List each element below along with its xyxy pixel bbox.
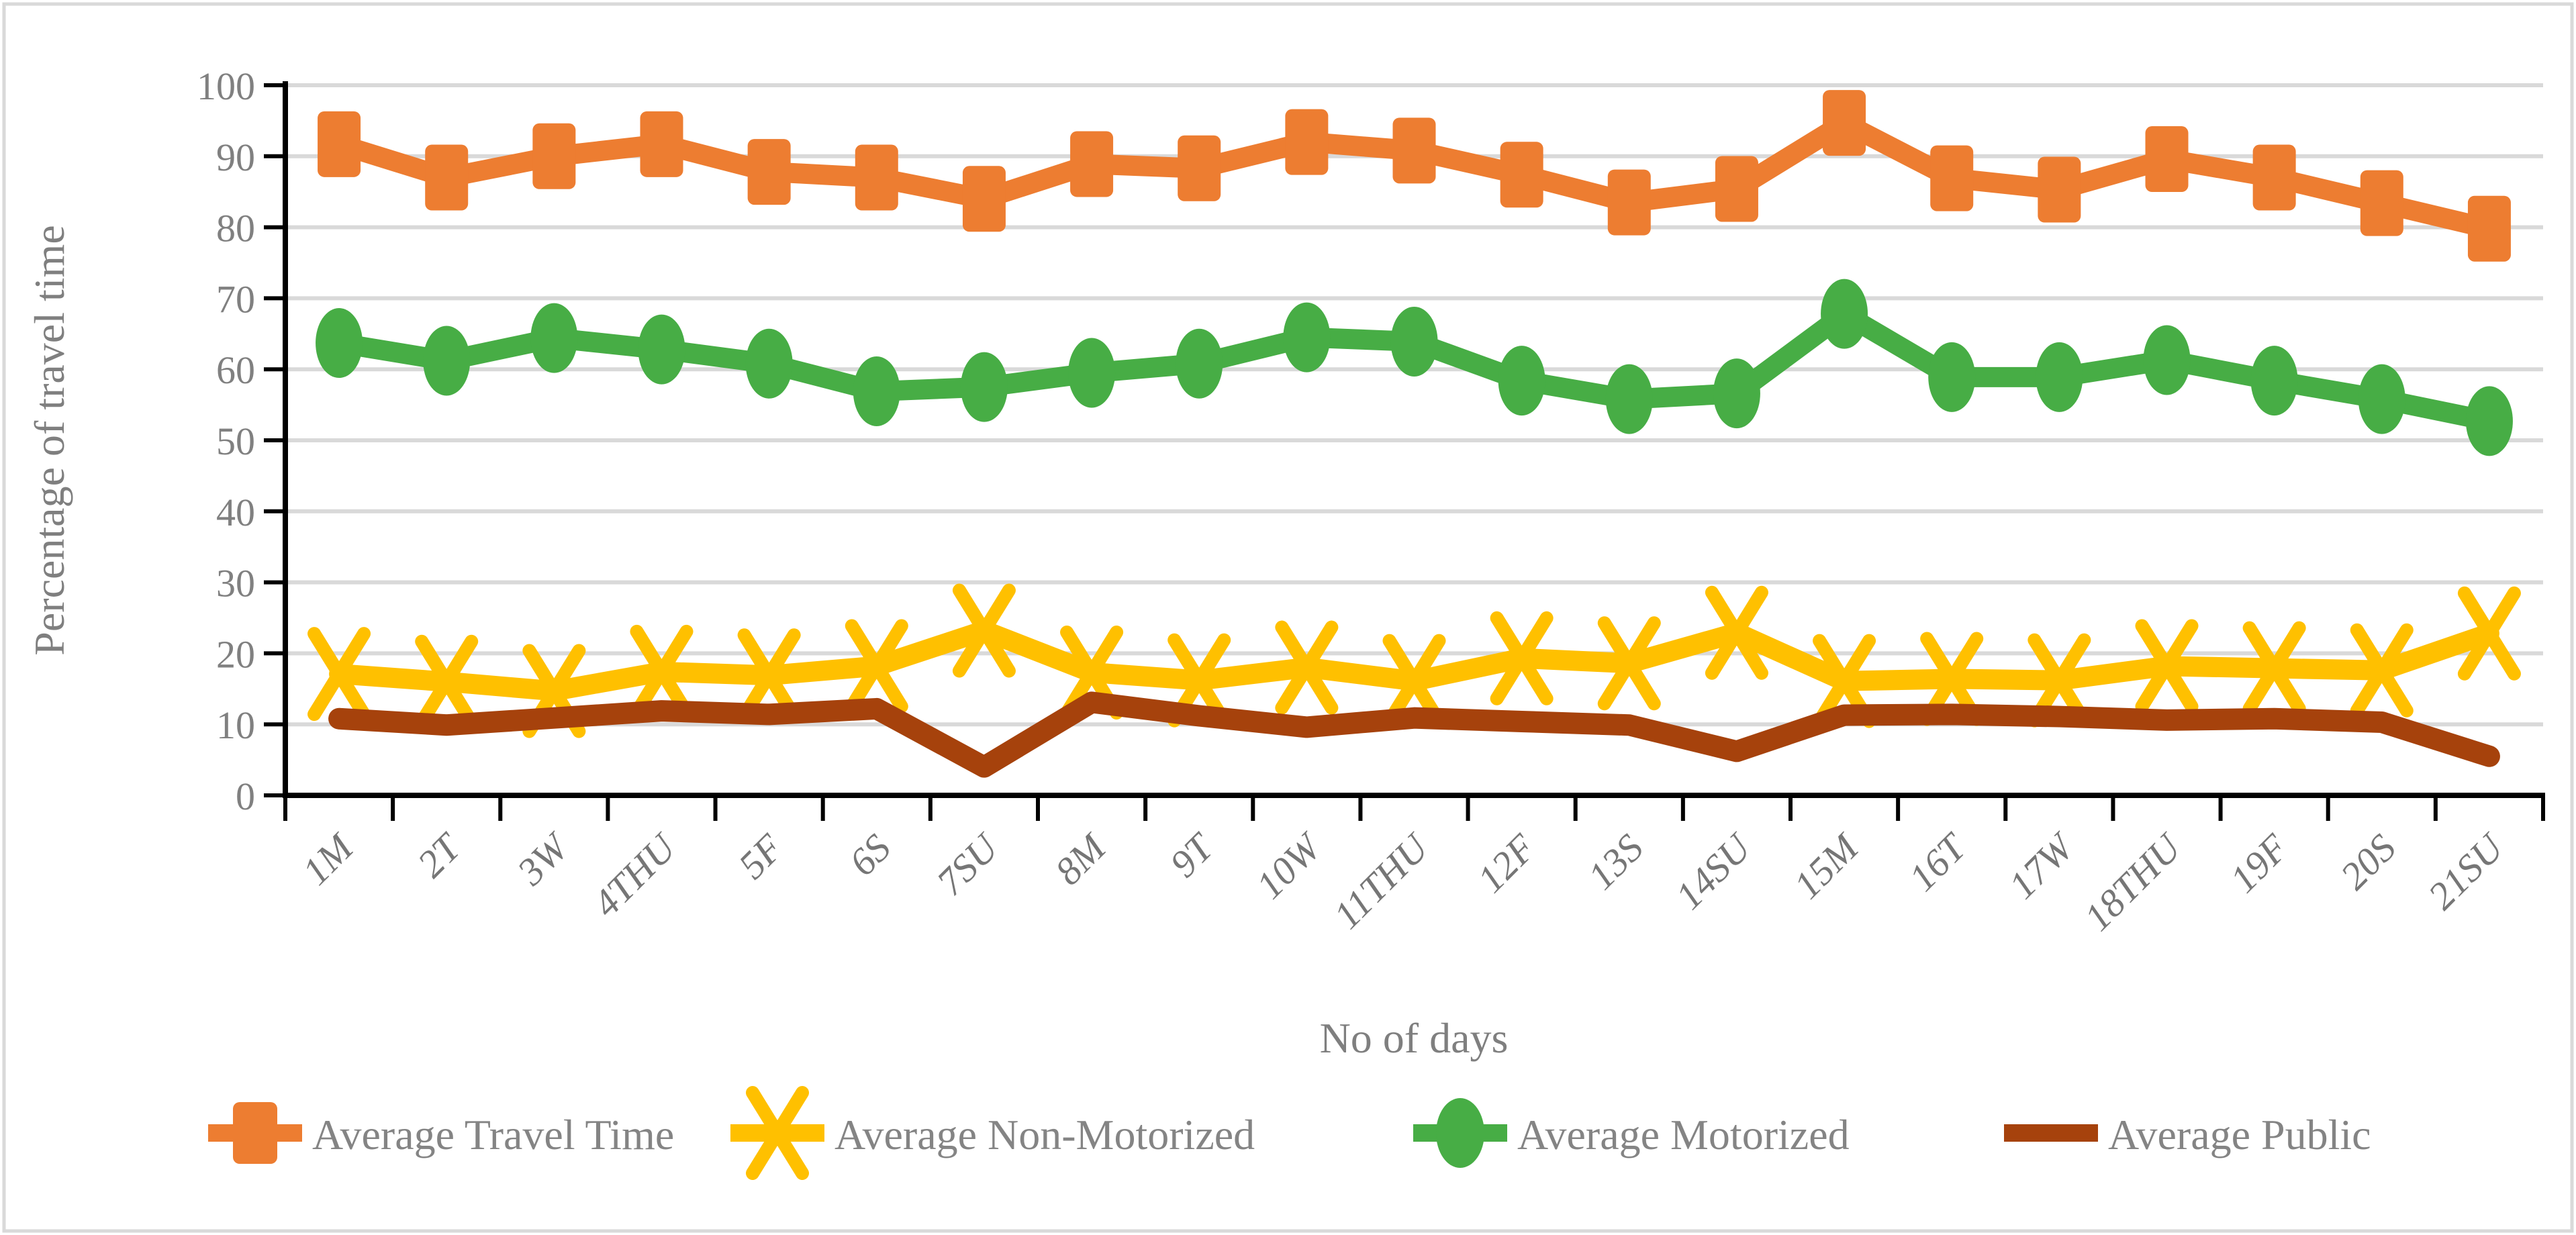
circle-marker-icon bbox=[1498, 346, 1545, 416]
circle-marker-icon bbox=[853, 356, 900, 426]
circle-marker-icon bbox=[1821, 279, 1868, 349]
legend-circle-marker-icon bbox=[1436, 1098, 1484, 1168]
legend-square-marker-icon bbox=[233, 1102, 277, 1164]
circle-marker-icon bbox=[1176, 328, 1223, 399]
square-marker-icon bbox=[855, 144, 898, 211]
y-axis-tick-label: 80 bbox=[216, 207, 255, 250]
series-average-travel-time bbox=[318, 90, 2511, 262]
circle-marker-icon bbox=[1068, 338, 1116, 408]
circle-marker-icon bbox=[530, 303, 578, 373]
square-marker-icon bbox=[532, 123, 576, 189]
series-average-motorized bbox=[316, 279, 2513, 456]
square-marker-icon bbox=[962, 166, 1006, 232]
y-axis-tick-label: 60 bbox=[216, 348, 255, 392]
circle-marker-icon bbox=[2250, 346, 2298, 416]
square-marker-icon bbox=[318, 111, 361, 177]
circle-marker-icon bbox=[960, 352, 1008, 422]
square-marker-icon bbox=[1930, 145, 1974, 211]
legend-x-marker-icon bbox=[746, 1086, 809, 1180]
legend-label-average-non-motorized: Average Non-Motorized bbox=[834, 1111, 1255, 1158]
circle-marker-icon bbox=[1713, 358, 1760, 429]
y-axis-tick-label: 30 bbox=[216, 562, 255, 605]
square-marker-icon bbox=[1715, 156, 1758, 222]
x-marker-icon bbox=[415, 634, 479, 729]
legend-label-average-public: Average Public bbox=[2108, 1111, 2371, 1158]
series-line-average-public bbox=[328, 691, 2500, 778]
y-axis-tick-label: 40 bbox=[216, 491, 255, 534]
x-marker-icon bbox=[952, 583, 1016, 678]
circle-marker-icon bbox=[2358, 364, 2405, 434]
circle-marker-icon bbox=[2465, 386, 2513, 456]
y-axis-tick-label: 100 bbox=[197, 64, 255, 108]
circle-marker-icon bbox=[1390, 306, 1438, 377]
legend-item-average-travel-time: Average Travel Time bbox=[208, 1102, 674, 1164]
y-axis-tick-label: 0 bbox=[236, 775, 255, 818]
square-marker-icon bbox=[2038, 156, 2081, 223]
y-axis-tick-label: 50 bbox=[216, 419, 255, 463]
y-axis-tick-label: 90 bbox=[216, 136, 255, 179]
x-marker-icon bbox=[2457, 586, 2521, 681]
x-marker-icon bbox=[1597, 616, 1661, 711]
square-marker-icon bbox=[1607, 169, 1651, 236]
legend-item-average-motorized: Average Motorized bbox=[1413, 1098, 1850, 1168]
square-marker-icon bbox=[425, 144, 469, 211]
circle-marker-icon bbox=[1605, 364, 1653, 434]
legend-label-average-travel-time: Average Travel Time bbox=[312, 1111, 674, 1158]
circle-marker-icon bbox=[638, 314, 685, 385]
series-average-public bbox=[328, 691, 2500, 778]
x-marker-icon bbox=[2242, 621, 2306, 715]
x-marker-icon bbox=[2135, 619, 2199, 713]
y-axis-title: Percentage of travel time bbox=[26, 225, 73, 655]
circle-marker-icon bbox=[2143, 325, 2191, 395]
circle-marker-icon bbox=[1928, 342, 1976, 412]
circle-marker-icon bbox=[423, 326, 471, 396]
legend-item-average-public: Average Public bbox=[2004, 1111, 2371, 1158]
square-marker-icon bbox=[1500, 142, 1543, 208]
y-axis-tick-label: 10 bbox=[216, 703, 255, 747]
square-marker-icon bbox=[2252, 144, 2296, 211]
square-marker-icon bbox=[1070, 131, 1114, 197]
x-marker-icon bbox=[737, 628, 801, 723]
square-marker-icon bbox=[1285, 109, 1329, 175]
square-marker-icon bbox=[2145, 126, 2189, 193]
x-marker-icon bbox=[2350, 623, 2414, 718]
x-marker-icon bbox=[1490, 611, 1554, 705]
square-marker-icon bbox=[1823, 90, 1866, 156]
x-marker-icon bbox=[845, 619, 908, 713]
legend: Average Travel Time Average Non-Motorize… bbox=[208, 1086, 2371, 1180]
square-marker-icon bbox=[1392, 117, 1436, 184]
circle-marker-icon bbox=[2036, 342, 2083, 412]
x-axis-title: No of days bbox=[1320, 1014, 1509, 1062]
square-marker-icon bbox=[747, 139, 791, 205]
legend-label-average-motorized: Average Motorized bbox=[1517, 1111, 1850, 1158]
y-axis-tick-label: 20 bbox=[216, 632, 255, 676]
square-marker-icon bbox=[2360, 170, 2403, 236]
x-marker-icon bbox=[630, 624, 694, 719]
x-marker-icon bbox=[307, 627, 371, 722]
legend-item-average-non-motorized: Average Non-Motorized bbox=[730, 1086, 1255, 1180]
square-marker-icon bbox=[2467, 195, 2511, 262]
x-marker-icon bbox=[1705, 585, 1768, 680]
circle-marker-icon bbox=[316, 308, 363, 379]
square-marker-icon bbox=[640, 111, 683, 177]
y-axis-tick-label: 70 bbox=[216, 277, 255, 321]
circle-marker-icon bbox=[745, 328, 793, 399]
circle-marker-icon bbox=[1283, 302, 1331, 373]
square-marker-icon bbox=[1178, 135, 1221, 201]
x-marker-icon bbox=[1275, 620, 1339, 715]
